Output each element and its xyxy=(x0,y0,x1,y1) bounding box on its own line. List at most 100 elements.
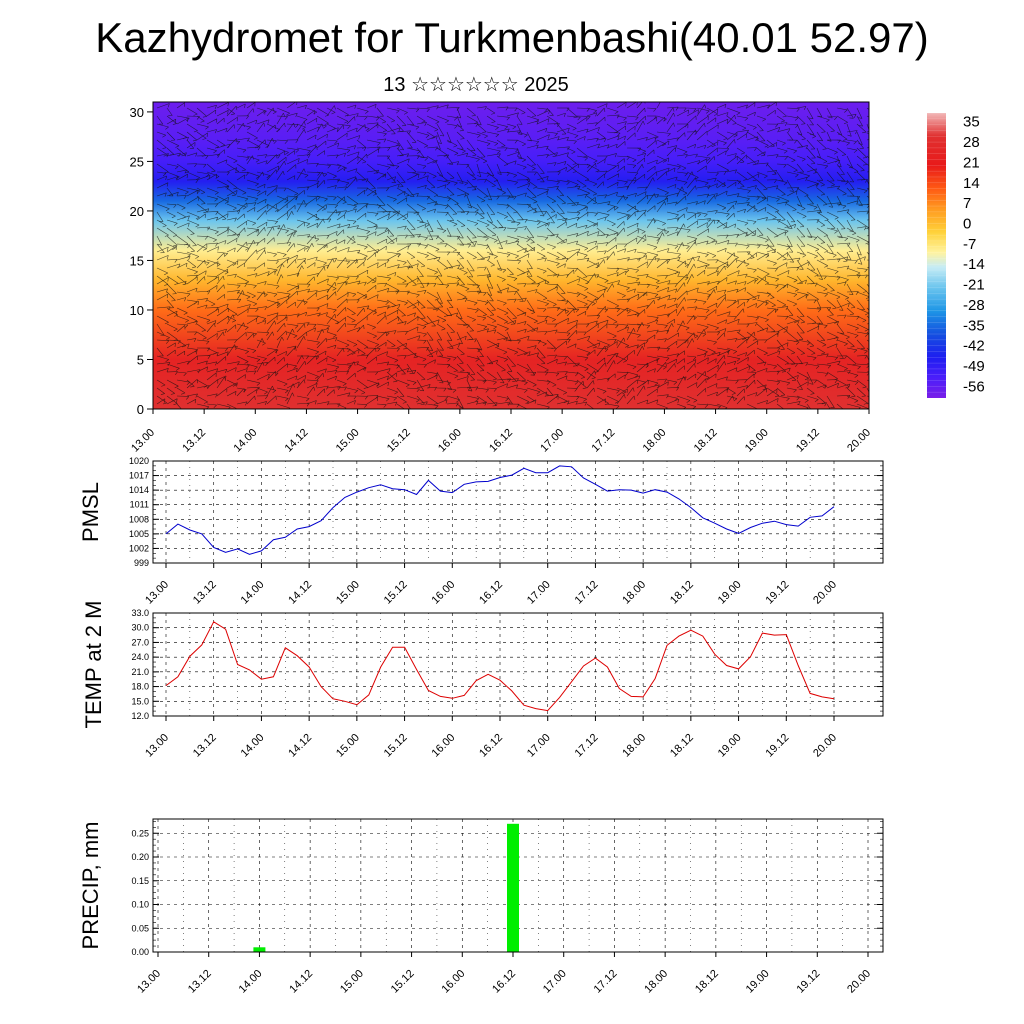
wind-barb xyxy=(226,346,238,349)
wind-barb xyxy=(156,246,169,253)
wind-barb-flag xyxy=(717,331,721,336)
wind-barb xyxy=(846,130,858,133)
wind-barb xyxy=(576,117,588,125)
wind-barb xyxy=(306,234,316,245)
wind-barb-flag xyxy=(809,117,814,119)
wind-barb-flag xyxy=(243,322,245,327)
wind-barb xyxy=(216,251,228,254)
wind-barb xyxy=(386,309,399,317)
wind-barb-flag xyxy=(858,262,863,265)
wind-barb xyxy=(216,268,228,277)
wind-barb xyxy=(606,143,618,149)
wind-barb-flag xyxy=(726,222,728,227)
wind-barb xyxy=(206,163,216,172)
wind-barb xyxy=(736,336,750,341)
wind-barb xyxy=(756,195,766,199)
wind-barb xyxy=(306,292,317,301)
wind-barb xyxy=(556,258,568,261)
wind-barb-flag xyxy=(533,171,537,176)
wind-barb-flag xyxy=(727,261,729,266)
wind-barb xyxy=(186,235,197,246)
wind-barb-flag xyxy=(347,247,350,252)
wind-barb xyxy=(596,377,610,381)
wind-barb-flag xyxy=(331,112,336,115)
wind-barb xyxy=(396,130,411,133)
wind-barb-flag xyxy=(333,309,337,313)
wind-barb xyxy=(646,194,659,197)
wind-barb xyxy=(646,193,655,205)
wind-barb xyxy=(816,371,828,374)
wind-barb-flag xyxy=(723,171,727,175)
wind-barb-flag xyxy=(816,183,818,188)
wind-barb xyxy=(246,347,256,351)
wind-barb-flag xyxy=(655,286,660,290)
wind-barb xyxy=(516,226,527,229)
wind-barb-flag xyxy=(604,107,606,112)
wind-barb-flag xyxy=(775,185,779,190)
wind-barb-flag xyxy=(863,190,868,194)
wind-barb-flag xyxy=(364,346,368,349)
wind-barb-flag xyxy=(624,248,627,253)
wind-barb-flag xyxy=(785,200,790,204)
wind-barb-flag xyxy=(533,372,537,376)
wind-barb xyxy=(586,219,597,225)
wind-barb-flag xyxy=(482,131,487,133)
wind-barb-flag xyxy=(517,151,520,156)
wind-barb xyxy=(866,251,869,256)
wind-barb xyxy=(706,347,716,353)
wind-barb-flag xyxy=(645,191,647,196)
wind-barb xyxy=(556,251,567,258)
wind-barb xyxy=(226,139,240,142)
wind-barb-flag xyxy=(704,200,706,205)
wind-barb-flag xyxy=(366,154,368,159)
wind-barb xyxy=(326,139,338,142)
wind-barb xyxy=(356,339,369,348)
wind-barb-flag xyxy=(788,227,793,229)
wind-barb xyxy=(746,315,759,318)
wind-barb xyxy=(726,212,735,221)
wind-barb xyxy=(466,227,477,238)
wind-barb-flag xyxy=(338,223,341,228)
wind-barb-flag xyxy=(704,265,707,270)
wind-barb-flag xyxy=(295,368,298,373)
wind-barb xyxy=(296,258,306,261)
wind-barb xyxy=(366,323,376,328)
wind-barb-flag xyxy=(342,125,345,130)
wind-barb-flag xyxy=(342,348,345,353)
wind-barb xyxy=(816,347,826,354)
wind-barb-flag xyxy=(742,338,747,340)
wind-barb-flag xyxy=(325,338,328,343)
wind-barb-flag xyxy=(304,129,306,134)
wind-barb xyxy=(586,273,595,285)
wind-barb-flag xyxy=(597,315,601,320)
wind-barb-flag xyxy=(363,258,367,263)
wind-barb xyxy=(736,155,745,163)
wind-barb-flag xyxy=(465,153,469,158)
wind-barb xyxy=(326,185,337,189)
wind-barb xyxy=(776,211,786,221)
wind-barb-flag xyxy=(412,307,417,309)
wind-barb xyxy=(176,343,190,349)
wind-barb-flag xyxy=(713,219,716,224)
wind-barb-flag xyxy=(836,337,839,342)
wind-barb xyxy=(226,217,237,221)
wind-barb xyxy=(676,207,688,213)
wind-barb xyxy=(496,139,506,146)
wind-barb-flag xyxy=(723,138,728,140)
wind-barb xyxy=(816,251,825,260)
wind-barb xyxy=(246,317,257,325)
wind-barb-flag xyxy=(565,258,569,262)
wind-barb xyxy=(666,358,677,365)
wind-barb xyxy=(646,291,659,295)
wind-barb xyxy=(406,147,421,152)
wind-barb xyxy=(706,364,719,373)
wind-barb xyxy=(596,201,611,205)
wind-barb xyxy=(566,379,579,383)
wind-barb-flag xyxy=(284,123,286,128)
wind-barb xyxy=(546,286,558,293)
wind-barb-flag xyxy=(606,344,610,348)
wind-barb-flag xyxy=(808,261,810,266)
wind-barb xyxy=(316,357,328,365)
wind-barb xyxy=(776,367,791,373)
wind-barb xyxy=(636,274,649,277)
